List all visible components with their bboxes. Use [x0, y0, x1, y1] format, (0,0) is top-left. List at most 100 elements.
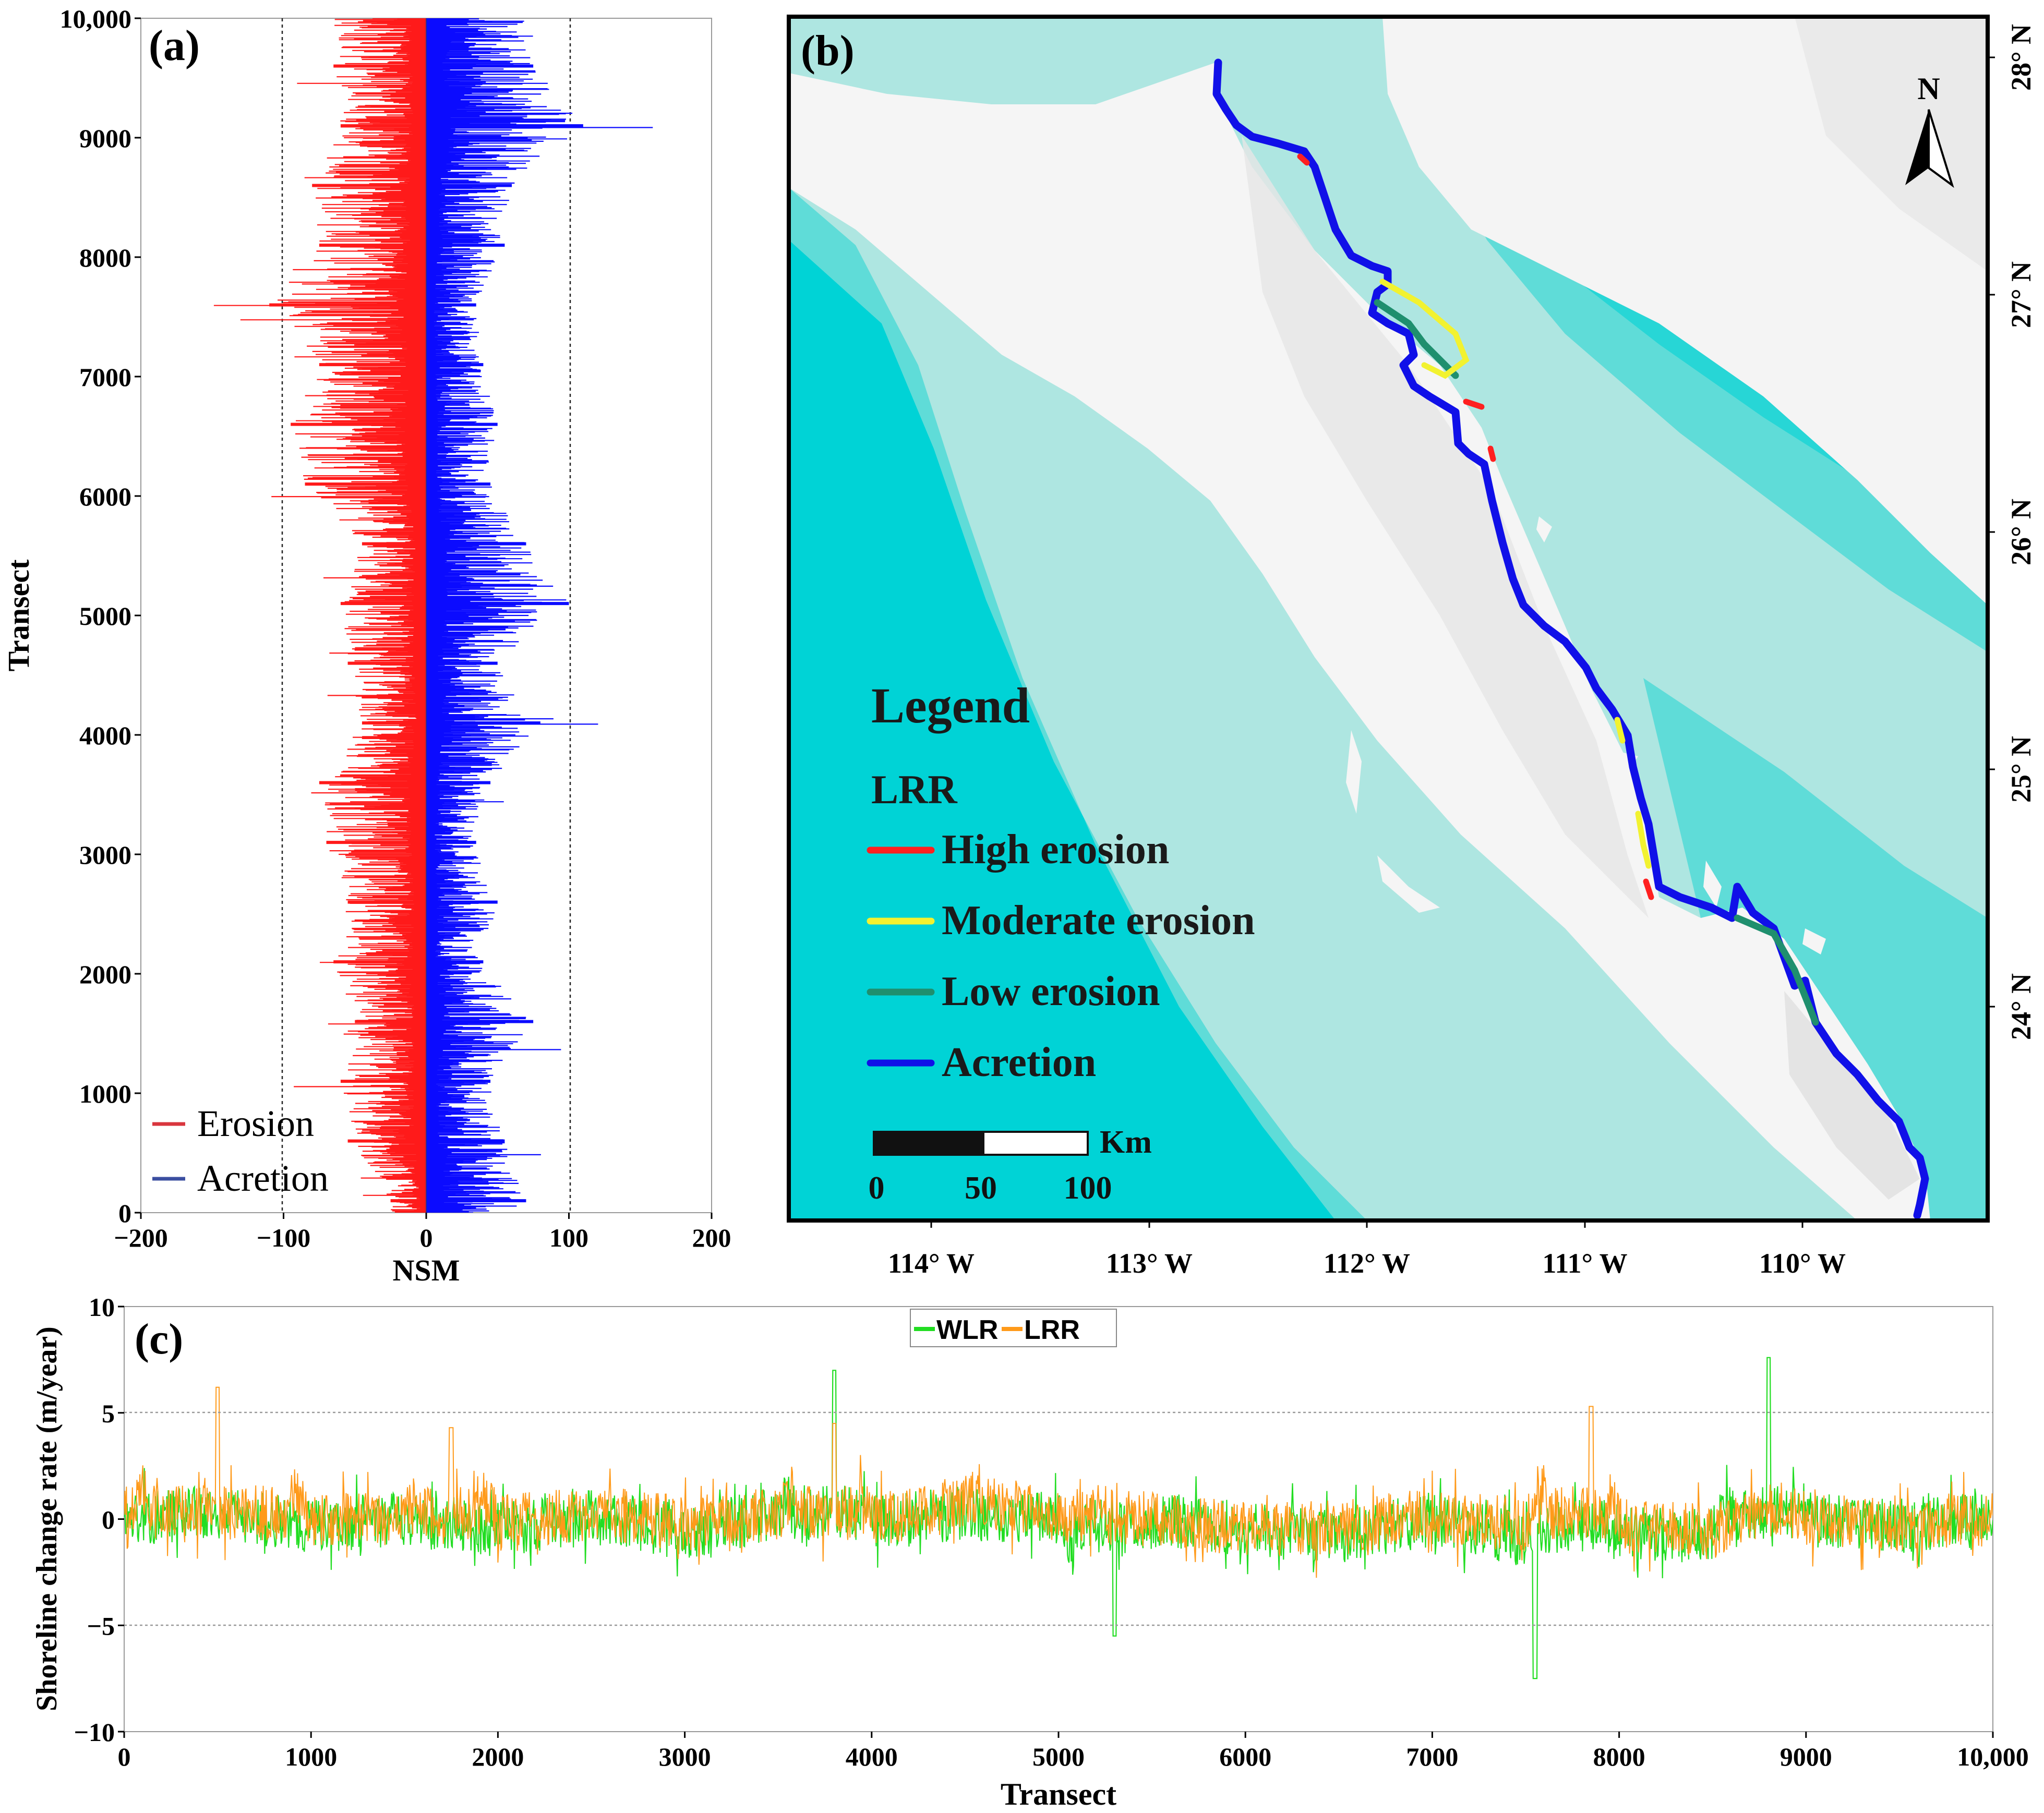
panel-c-x-ticks: 0 1000 2000 3000 4000 5000 6000 7000 8000 9000 10,…	[118, 1732, 2029, 1771]
north-arrow: N	[1905, 71, 1954, 188]
accretion-bar-6600	[426, 422, 498, 426]
panel-c-legend: WLR LRR	[910, 1309, 1117, 1347]
panel-c-xtick-label: 6000	[1219, 1742, 1271, 1771]
panel-b-map: Legend LRR High erosion Moderate erosion L…	[787, 15, 2037, 1279]
north-arrow-dark-half	[1905, 110, 1929, 185]
lat-label: 27° N	[2005, 261, 2037, 328]
lrr-series-line	[124, 1386, 1993, 1578]
lon-label: 110° W	[1759, 1248, 1846, 1279]
mainland-sonora	[1382, 17, 1988, 605]
accretion-bars-dense	[426, 18, 653, 1213]
erosion-bars-dense	[213, 18, 426, 1213]
accretion-bar-4100	[426, 721, 540, 725]
panel-a-y-ticks: 0 1000 2000 3000 4000 5000 6000 7000 8000 9000 10,…	[60, 4, 141, 1228]
panel-c-legend-box	[910, 1309, 1117, 1347]
coastline-high-erosion-2	[1643, 878, 1654, 900]
coastline-moderate-erosion-3	[1614, 717, 1626, 744]
panel-a-xtick-label: −200	[114, 1223, 168, 1252]
panel-c-xtick-label: 9000	[1780, 1742, 1832, 1771]
panel-a-ytick-label: 7000	[79, 362, 131, 392]
panel-c-label: (c)	[135, 1315, 183, 1363]
panel-b-label: (b)	[801, 27, 855, 75]
panel-c-xtick-label: 3000	[659, 1742, 711, 1771]
panel-a-xtick-label: −100	[257, 1223, 311, 1252]
accretion-bar-4600	[426, 661, 498, 665]
mainland-relief	[1795, 17, 1988, 271]
panel-c-xtick-label: 7000	[1406, 1742, 1458, 1771]
map-longitude-labels: 114° W 113° W 112° W 111° W 110° W	[888, 1220, 1846, 1279]
scale-bar-black	[873, 1131, 984, 1156]
panel-a-ytick-label: 6000	[79, 482, 131, 511]
panel-c-xtick-label: 0	[118, 1742, 131, 1771]
lon-label: 114° W	[888, 1248, 975, 1279]
panel-a-label: (a)	[149, 21, 200, 70]
panel-c-ytick-label: 0	[102, 1505, 115, 1534]
panel-c-ytick-label: 5	[102, 1399, 115, 1428]
panel-c-xtick-label: 4000	[846, 1742, 898, 1771]
lat-label: 28° N	[2005, 24, 2037, 91]
panel-a-ylabel: Transect	[2, 559, 35, 671]
panel-a-ytick-label: 1000	[79, 1079, 131, 1108]
scale-tick-50: 50	[965, 1170, 997, 1206]
rate-lines	[124, 1357, 1993, 1679]
panel-a-ytick-label: 8000	[79, 243, 131, 272]
north-arrow-light-half	[1928, 109, 1954, 188]
scale-tick-100: 100	[1064, 1170, 1112, 1206]
accretion-bar-7100	[426, 363, 484, 367]
nsm-bars	[213, 18, 653, 1213]
panel-c-ytick-label: −5	[87, 1611, 115, 1640]
map-latitude-labels: 28° N 27° N 26° N 25° N 24° N	[1988, 24, 2037, 1040]
lon-label: 111° W	[1542, 1248, 1627, 1279]
map-legend-item-label: Acretion	[942, 1040, 1096, 1085]
coastline-high-erosion-1	[1463, 398, 1485, 410]
panel-a-nsm-chart: 010002000300040005000600070008000900010,…	[2, 4, 731, 1287]
panel-c-rate-chart: −10 −5 0 5 10 0 1000 2000 3000 4000 5000 6000 7000 8…	[31, 1292, 2029, 1811]
map-legend-item-label: High erosion	[942, 827, 1169, 873]
lon-label: 113° W	[1106, 1248, 1193, 1279]
panel-a-xtick-label: 0	[420, 1223, 433, 1252]
erosion-bar-7600	[269, 303, 426, 307]
accretion-bar-9600	[426, 64, 534, 68]
island-san-jose	[1703, 861, 1722, 908]
sea-deep-pacific	[789, 240, 1367, 1220]
panel-c-xtick-label: 2000	[472, 1742, 524, 1771]
panel-c-y-ticks: −10 −5 0 5 10	[74, 1292, 124, 1747]
map-frame	[787, 15, 1990, 1223]
legend-wlr-label: WLR	[936, 1315, 998, 1345]
panel-a-x-ticks: −200 −100 0 100 200	[114, 1213, 731, 1252]
scale-unit: Km	[1100, 1125, 1152, 1160]
legend-accretion-label: Acretion	[197, 1157, 329, 1199]
panel-c-xlabel: Transect	[1001, 1777, 1116, 1811]
erosion-bar-6100	[305, 482, 426, 486]
coastline-moderate-erosion-1	[1379, 279, 1470, 379]
coastline-moderate-erosion-2	[1635, 811, 1652, 869]
erosion-bar-9100	[340, 124, 426, 128]
map-legend-item-label: Moderate erosion	[942, 898, 1255, 944]
panel-a-xlabel: NSM	[393, 1253, 460, 1287]
lat-label: 25° N	[2005, 736, 2037, 803]
map-legend-items: High erosion Moderate erosion Low erosion A…	[867, 827, 1255, 1085]
lat-label: 24° N	[2005, 973, 2037, 1040]
panel-c-ylabel: Shoreline change rate (m/year)	[31, 1326, 63, 1711]
panel-a-ytick-label: 9000	[79, 124, 131, 153]
panel-a-ytick-label: 0	[118, 1199, 131, 1228]
island-cerralvo	[1802, 928, 1826, 954]
coastline-high-erosion-3	[1297, 153, 1310, 166]
map-legend-item-label: Low erosion	[942, 969, 1160, 1014]
map-legend-title: Legend	[871, 678, 1030, 733]
scale-bar-white	[982, 1131, 1089, 1156]
island-santa-margarita	[1377, 855, 1440, 913]
panel-c-xtick-label: 5000	[1032, 1742, 1085, 1771]
panel-a-ytick-label: 4000	[79, 721, 131, 750]
panel-a-ytick-label: 3000	[79, 840, 131, 869]
panel-c-ytick-label: 10	[89, 1292, 115, 1322]
coastline-low-erosion-2	[1734, 914, 1819, 1026]
panel-a-ytick-label: 10,000	[60, 4, 132, 33]
panel-c-xtick-label: 10,000	[1957, 1742, 2029, 1771]
panel-a-legend: Erosion Acretion	[152, 1103, 329, 1199]
lon-label: 112° W	[1324, 1248, 1410, 1279]
peninsula-land	[789, 63, 1930, 1220]
peninsula-ridge	[1242, 136, 1649, 918]
panel-a-xtick-label: 200	[692, 1223, 731, 1252]
